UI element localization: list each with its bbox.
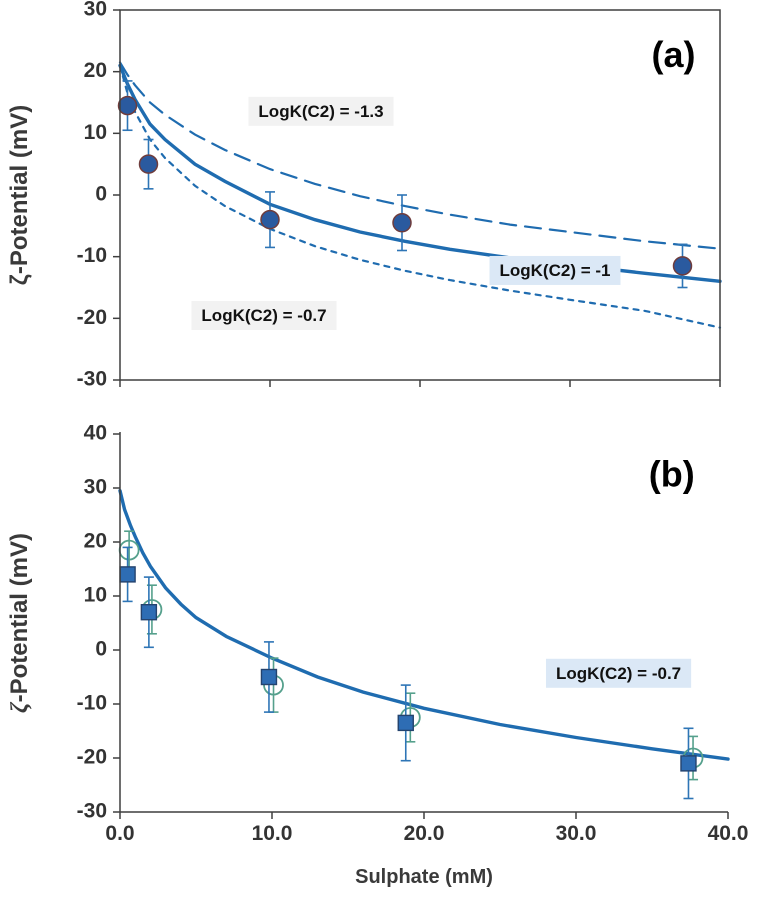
model-curve (118, 489, 730, 761)
x-tick-label: 40.0 (708, 822, 749, 845)
y-tick-label: 20 (84, 59, 107, 82)
curve-label: LogK(C2) = -1 (500, 261, 611, 280)
y-axis-title: ζ-Potential (mV) (6, 105, 33, 285)
chart-panel-a: LogK(C2) = -1.3 LogK(C2) = -1 LogK(C2) = -… (6, 0, 722, 391)
x-tick-label: 30.0 (556, 822, 597, 845)
y-tick-label: -30 (77, 800, 107, 823)
model-curve (118, 63, 722, 283)
data-point-square (260, 668, 278, 686)
data-point-square (680, 755, 697, 772)
curve-label: LogK(C2) = -0.7 (556, 664, 681, 683)
curve-label-bg (248, 96, 394, 126)
curve-label-bg (191, 300, 337, 330)
y-axis-title: ζ-Potential (mV) (6, 533, 33, 713)
data-point-square (119, 566, 136, 583)
y-tick-label: 10 (84, 121, 107, 144)
y-tick-label: -30 (77, 368, 107, 391)
data-point-circle (117, 95, 138, 116)
y-tick-label: -20 (77, 746, 107, 769)
y-tick-label: 20 (84, 530, 107, 553)
y-tick-label: -20 (77, 306, 107, 329)
y-tick-label: -10 (77, 692, 107, 715)
panel-letter: (b) (649, 454, 695, 495)
data-point-circle (260, 209, 280, 230)
panel-letter: (a) (652, 34, 696, 75)
x-tick-label: 0.0 (105, 822, 134, 845)
curve-label: LogK(C2) = -0.7 (201, 306, 326, 325)
y-tick-label: 30 (84, 476, 107, 499)
curve-label-bg (489, 255, 621, 285)
data-point-circle (392, 213, 412, 233)
y-tick-label: 0 (95, 638, 107, 661)
data-point-square (140, 603, 158, 621)
x-tick-label: 20.0 (404, 822, 445, 845)
y-tick-label: 0 (95, 183, 107, 206)
curve-label: LogK(C2) = -1.3 (258, 102, 383, 121)
y-tick-label: -10 (77, 244, 107, 267)
y-tick-label: 30 (84, 0, 107, 21)
model-curve (118, 61, 722, 250)
data-point-square (397, 714, 414, 732)
x-tick-label: 10.0 (252, 822, 293, 845)
x-axis-title: Sulphate (mM) (355, 866, 493, 888)
chart-panel-b: LogK(C2) = -0.7 (b) 40 30 20 10 0 -10 -20 -300.0 1… (6, 422, 749, 888)
error-bar (124, 530, 135, 570)
data-point-circle (672, 256, 693, 276)
y-tick-label: 10 (84, 584, 107, 607)
data-point-circle (138, 154, 159, 174)
model-curve (118, 64, 722, 329)
curve-label-bg (545, 658, 692, 688)
y-tick-label: 40 (84, 422, 107, 445)
